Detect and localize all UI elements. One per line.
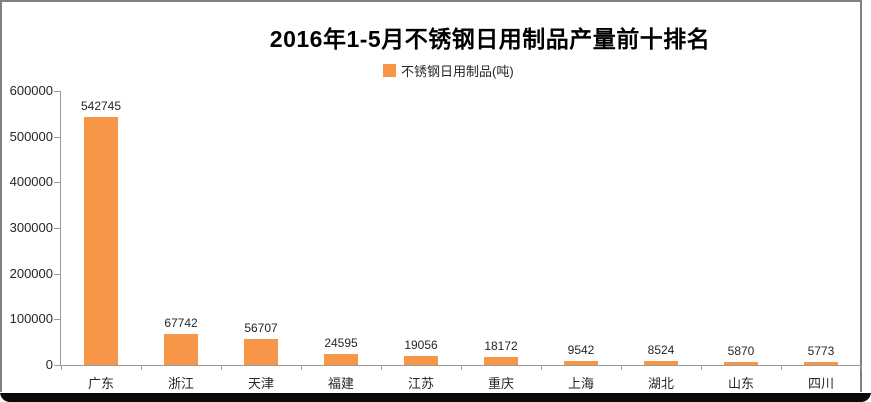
x-axis-tick-mark <box>701 365 702 370</box>
bar-重庆 <box>484 356 518 365</box>
x-axis-tick-mark <box>781 365 782 370</box>
x-axis-tick-mark <box>541 365 542 370</box>
bar-四川 <box>804 362 838 365</box>
y-axis-tick-label: 600000 <box>9 83 53 98</box>
x-axis-category-label: 四川 <box>807 376 834 391</box>
x-axis-category-label: 福建 <box>327 376 354 391</box>
legend-swatch-icon <box>383 64 396 77</box>
x-axis-tick-mark <box>221 365 222 370</box>
y-axis-tick-mark <box>54 91 60 92</box>
y-axis-tick-label: 400000 <box>9 174 53 190</box>
chart-title: 2016年1-5月不锈钢日用制品产量前十排名 <box>269 26 711 52</box>
x-axis-tick-mark <box>61 365 62 370</box>
x-axis-tick-mark <box>621 365 622 370</box>
x-axis-tick-mark <box>141 365 142 370</box>
legend: 不锈钢日用制品(吨) <box>383 61 514 80</box>
y-axis-tick-mark <box>54 136 60 138</box>
bar-福建 <box>324 353 358 365</box>
bar-value-label: 56707 <box>244 321 278 336</box>
x-axis-category-label: 广东 <box>87 376 114 391</box>
x-axis-tick-mark <box>461 365 462 370</box>
bottom-bar <box>0 393 871 402</box>
y-axis-tick-mark <box>54 228 60 229</box>
x-axis-tick-mark <box>301 365 302 370</box>
bar-山东 <box>724 362 758 365</box>
x-axis-tick-mark <box>381 365 382 370</box>
bar-天津 <box>244 339 278 365</box>
bar-value-label: 18172 <box>484 338 518 353</box>
x-axis-category-label: 湖北 <box>647 376 674 391</box>
bar-value-label: 67742 <box>164 316 198 331</box>
x-axis-tick-mark <box>861 365 862 370</box>
bar-value-label: 5773 <box>807 344 835 359</box>
y-axis-tick-mark <box>54 182 60 184</box>
x-axis-category-label: 上海 <box>567 376 594 391</box>
x-axis-category-label: 浙江 <box>167 376 194 391</box>
y-axis-tick-mark <box>54 273 60 275</box>
y-axis-tick-mark <box>54 319 60 321</box>
bar-浙江 <box>164 334 198 365</box>
bar-value-label: 24595 <box>324 335 358 350</box>
bar-value-label: 5870 <box>727 344 755 359</box>
bar-value-label: 19056 <box>404 338 438 353</box>
y-axis-tick-label: 200000 <box>9 265 53 281</box>
plot-area: 600000 500000 400000 300000 200000 100000 0 542… <box>10 84 862 391</box>
bar-广东 <box>84 117 118 365</box>
bar-value-label: 9542 <box>567 342 595 357</box>
y-axis-tick-label: 100000 <box>9 311 53 327</box>
x-axis-category-label: 江苏 <box>407 376 434 391</box>
bar-value-label: 8524 <box>647 343 675 358</box>
y-axis-tick-label: 0 <box>45 357 53 372</box>
x-axis-category-label: 重庆 <box>487 376 514 391</box>
y-axis-tick-label: 300000 <box>9 220 53 235</box>
y-axis-tick-mark <box>54 365 60 366</box>
bar-上海 <box>564 360 598 365</box>
bar-value-label: 542745 <box>80 99 122 114</box>
x-axis-category-label: 天津 <box>247 376 274 391</box>
bar-湖北 <box>644 361 678 365</box>
x-axis-category-label: 山东 <box>727 376 754 391</box>
legend-label: 不锈钢日用制品(吨) <box>401 64 514 79</box>
bar-江苏 <box>404 356 438 365</box>
y-axis-tick-label: 500000 <box>9 128 53 144</box>
